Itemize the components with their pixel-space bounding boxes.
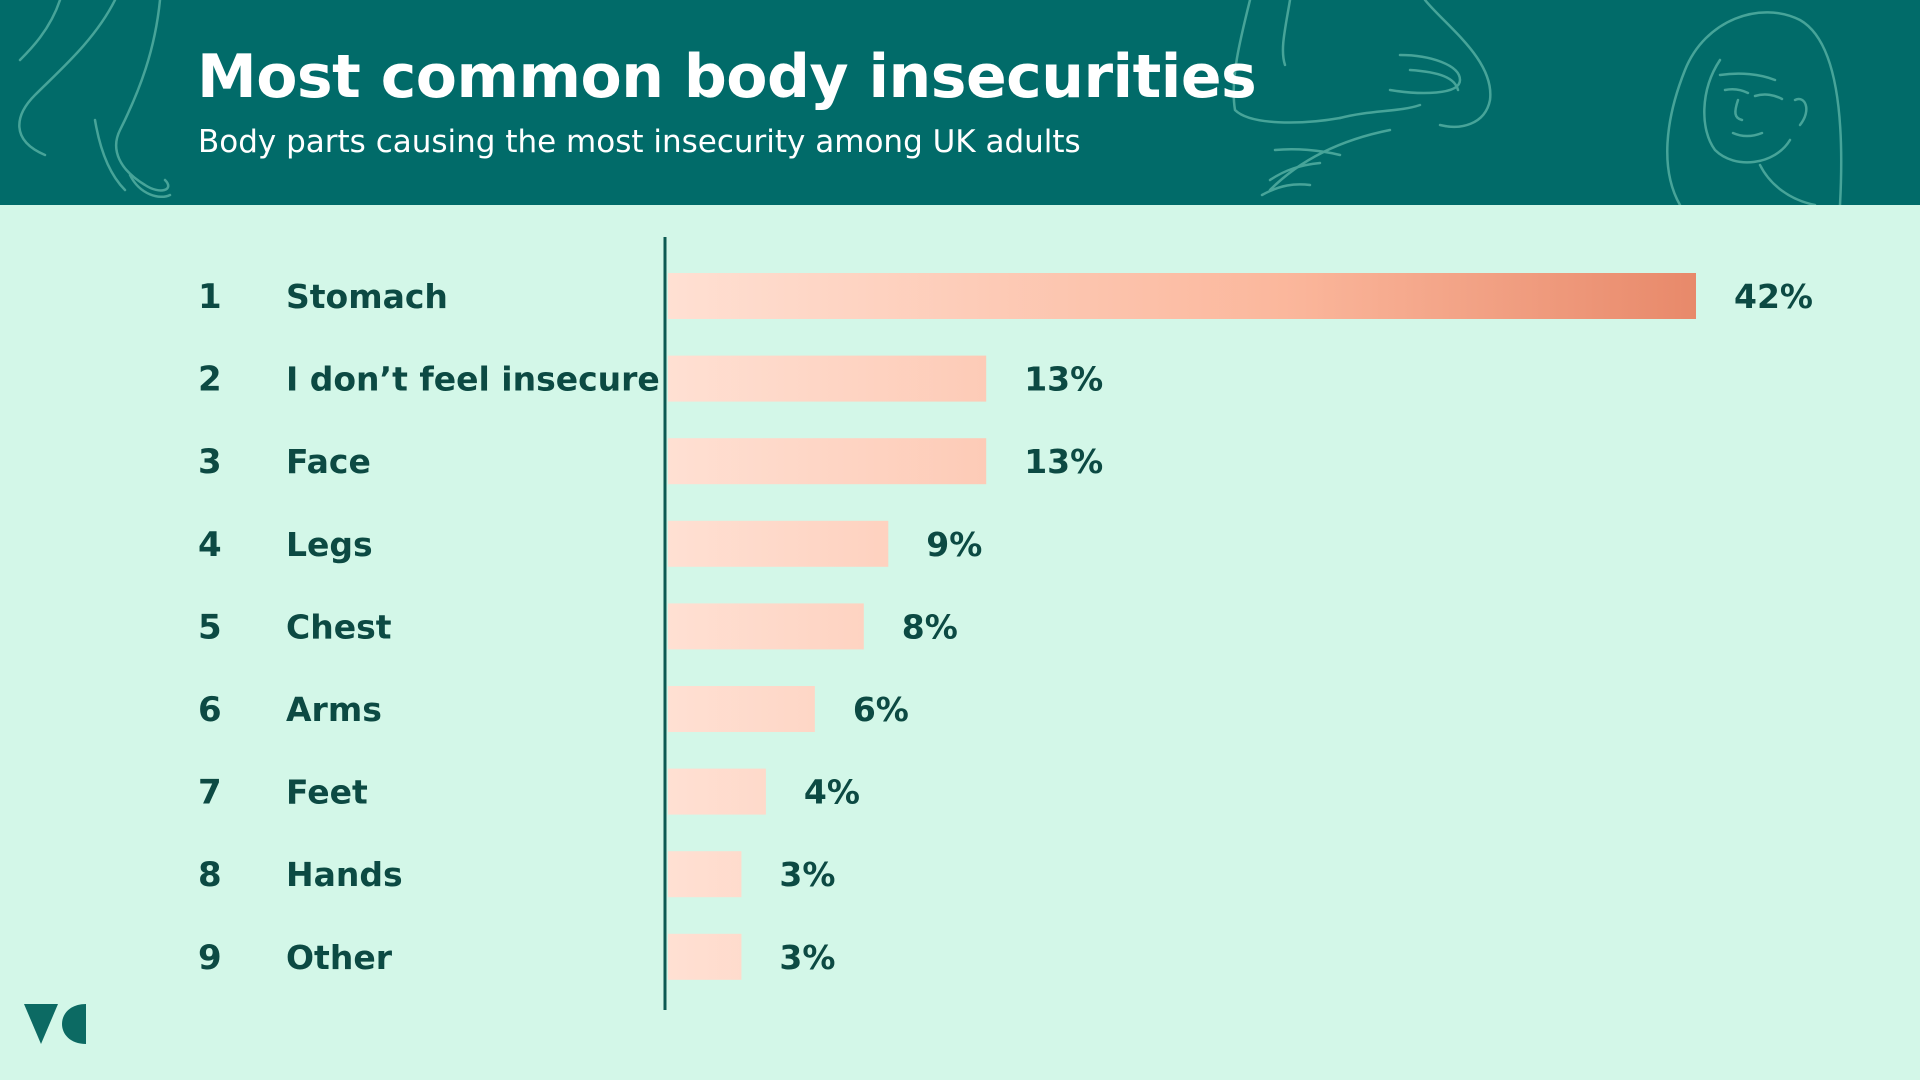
chart-rows: 1 Stomach 42% 2 I don’t feel insecure 13% 3 Fac…	[198, 273, 1813, 980]
rank-label: 5	[198, 607, 222, 647]
rank-label: 9	[198, 938, 222, 978]
value-label: 3%	[779, 855, 835, 894]
bar	[668, 686, 815, 732]
rank-label: 1	[198, 277, 222, 317]
bar	[668, 438, 987, 485]
value-label: 42%	[1734, 277, 1813, 316]
value-label: 9%	[926, 525, 982, 564]
feet-illustration-icon	[18, 0, 172, 199]
rank-label: 4	[198, 525, 222, 565]
category-label: Stomach	[286, 277, 448, 316]
category-label: Legs	[286, 525, 373, 564]
header-banner: Most common body insecurities Body parts…	[0, 0, 1920, 205]
bar	[668, 520, 889, 567]
rank-label: 8	[198, 855, 222, 895]
value-label: 13%	[1024, 442, 1103, 481]
rank-label: 2	[198, 360, 222, 400]
value-label: 6%	[853, 690, 909, 729]
chart-title: Most common body insecurities	[197, 42, 1257, 112]
value-label: 8%	[902, 607, 958, 646]
chart-subtitle: Body parts causing the most insecurity a…	[198, 124, 1081, 160]
value-label: 13%	[1024, 360, 1103, 399]
category-label: Arms	[286, 690, 382, 729]
category-label: Feet	[286, 773, 368, 812]
bar	[668, 273, 1696, 319]
bar-chart: 1 Stomach 42% 2 I don’t feel insecure 13% 3 Fac…	[198, 237, 1813, 1010]
rank-label: 7	[198, 773, 222, 813]
bar	[668, 768, 766, 815]
bar	[668, 851, 742, 898]
brand-logo-icon	[24, 1004, 86, 1044]
category-label: Hands	[286, 855, 403, 894]
value-label: 3%	[779, 938, 835, 977]
bar	[668, 603, 864, 650]
decorative-illustrations	[18, 0, 1843, 205]
woman-face-illustration-icon	[1666, 11, 1843, 205]
category-label: Face	[286, 442, 371, 481]
category-label: I don’t feel insecure	[286, 360, 660, 399]
bar	[668, 355, 987, 402]
bar	[668, 933, 742, 980]
category-label: Other	[286, 938, 393, 977]
hands-illustration-icon	[1232, 0, 1492, 197]
value-label: 4%	[804, 773, 860, 812]
rank-label: 3	[198, 442, 222, 482]
category-label: Chest	[286, 607, 392, 646]
rank-label: 6	[198, 690, 222, 730]
